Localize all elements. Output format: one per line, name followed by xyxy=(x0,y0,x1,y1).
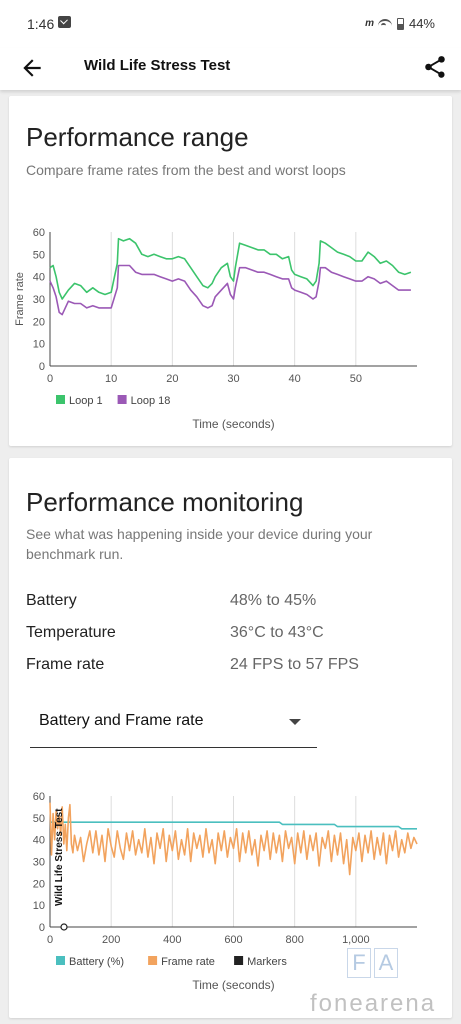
x-tick-label: 0 xyxy=(47,934,53,946)
legend-swatch xyxy=(234,956,244,965)
y-tick-label: 0 xyxy=(39,922,45,934)
legend-label: Markers xyxy=(247,956,287,968)
legend-label: Loop 1 xyxy=(69,395,103,407)
legend-swatch xyxy=(56,956,65,965)
x-tick-label: 20 xyxy=(166,373,178,385)
marker-label: Wild Life Stress Test xyxy=(54,808,65,906)
battery-percent: 44% xyxy=(408,16,435,31)
y-tick-label: 30 xyxy=(33,857,45,869)
y-tick-label: 40 xyxy=(33,835,45,847)
y-tick-label: 40 xyxy=(33,272,45,284)
legend-label: Frame rate xyxy=(161,956,215,968)
battery-frame-rate-chart: 0 200 400 600 800 1,000 0 10 20 30 40 50 60 Wild Life… xyxy=(33,791,418,992)
x-tick-label: 200 xyxy=(102,934,120,946)
legend-swatch xyxy=(117,395,127,404)
legend-swatch xyxy=(148,956,158,965)
share-icon xyxy=(425,56,445,78)
wifi-icon xyxy=(377,18,392,29)
watermark-letter-a: A xyxy=(374,948,398,978)
series-line-loop-1 xyxy=(49,237,412,300)
chart-type-dropdown[interactable]: Battery and Frame rate xyxy=(30,706,317,748)
x-tick-label: 800 xyxy=(285,934,303,946)
metric-value-frame-rate: 24 FPS to 57 FPS xyxy=(230,656,359,673)
frame-rate-chart: 0 10 20 30 40 50 0 10 20 30 40 50 60 Frame rate Loop 1… xyxy=(14,227,417,431)
metric-value-temperature: 36°C to 43°C xyxy=(230,624,324,641)
metric-label-frame-rate: Frame rate xyxy=(26,656,105,673)
series-line-loop-18 xyxy=(49,264,411,316)
performance-monitoring-title: Performance monitoring xyxy=(26,487,304,517)
x-tick-label: 1,000 xyxy=(342,934,370,946)
y-tick-label: 50 xyxy=(33,249,45,261)
x-tick-label: 400 xyxy=(163,934,181,946)
y-tick-label: 20 xyxy=(33,878,45,890)
x-tick-label: 30 xyxy=(227,373,239,385)
performance-range-title: Performance range xyxy=(26,122,249,152)
x-tick-label: 40 xyxy=(289,373,301,385)
arrow-left-icon xyxy=(23,59,41,77)
metric-value-battery: 48% to 45% xyxy=(230,592,317,609)
battery-icon xyxy=(396,17,404,30)
watermark-letter-f: F xyxy=(347,948,371,978)
dropdown-selected-value: Battery and Frame rate xyxy=(39,712,204,729)
y-tick-label: 30 xyxy=(33,294,45,306)
x-tick-label: 50 xyxy=(350,373,362,385)
app-bar: Wild Life Stress Test xyxy=(0,48,461,90)
back-button[interactable] xyxy=(19,55,45,81)
status-bar: 1:46 m 44% xyxy=(0,0,461,48)
mail-notification-icon xyxy=(58,16,71,28)
x-tick-label: 600 xyxy=(224,934,242,946)
series-line-frame-rate xyxy=(49,802,418,876)
carrier-icon: m xyxy=(365,18,374,29)
legend-label: Loop 18 xyxy=(131,395,171,407)
x-tick-label: 10 xyxy=(105,373,117,385)
triangle-down-icon xyxy=(289,719,301,725)
performance-monitoring-subtitle: See what was happening inside your devic… xyxy=(26,526,373,562)
legend-swatch xyxy=(56,395,65,404)
y-tick-label: 20 xyxy=(33,316,45,328)
status-time: 1:46 xyxy=(27,16,55,32)
y-tick-label: 60 xyxy=(33,227,45,239)
performance-monitoring-card: Performance monitoring See what was happ… xyxy=(9,458,452,1018)
y-tick-label: 0 xyxy=(39,361,45,373)
x-tick-label: 0 xyxy=(47,373,53,385)
status-indicators: m 44% xyxy=(365,16,435,31)
performance-range-card: Performance range Compare frame rates fr… xyxy=(9,96,452,446)
y-axis-label: Frame rate xyxy=(14,272,26,326)
series-line-battery xyxy=(50,821,417,830)
y-tick-label: 50 xyxy=(33,813,45,825)
performance-range-subtitle: Compare frame rates from the best and wo… xyxy=(26,162,346,178)
metric-label-battery: Battery xyxy=(26,592,77,609)
x-axis-label: Time (seconds) xyxy=(192,978,274,992)
share-button[interactable] xyxy=(422,54,448,80)
y-tick-label: 10 xyxy=(33,339,45,351)
metric-label-temperature: Temperature xyxy=(26,624,116,641)
watermark-text: fonearena xyxy=(310,990,437,1017)
marker-point xyxy=(60,923,68,931)
y-tick-label: 60 xyxy=(33,791,45,803)
legend-label: Battery (%) xyxy=(69,956,124,968)
y-tick-label: 10 xyxy=(33,900,45,912)
x-axis-label: Time (seconds) xyxy=(192,417,274,431)
page-title: Wild Life Stress Test xyxy=(84,57,231,74)
